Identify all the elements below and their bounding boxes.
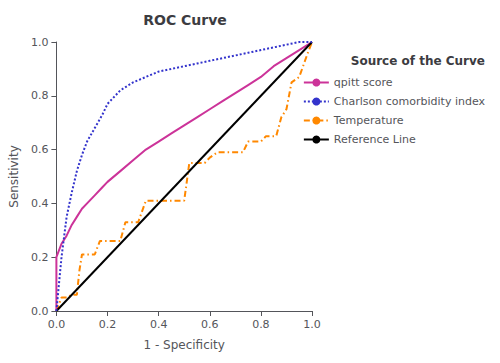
svg-text:0.0: 0.0 [31,305,49,318]
svg-text:0.4: 0.4 [31,197,49,210]
svg-text:0.2: 0.2 [99,318,117,331]
svg-text:Temperature: Temperature [333,114,404,127]
svg-text:1 - Specificity: 1 - Specificity [143,338,224,352]
svg-text:Charlson comorbidity index: Charlson comorbidity index [334,95,486,108]
svg-text:0.0: 0.0 [48,318,66,331]
svg-text:1.0: 1.0 [303,318,321,331]
svg-text:0.6: 0.6 [201,318,219,331]
svg-text:ROC Curve: ROC Curve [143,12,227,28]
svg-text:0.8: 0.8 [252,318,270,331]
svg-text:0.4: 0.4 [150,318,168,331]
svg-text:Source of the Curve: Source of the Curve [351,54,485,68]
svg-text:qpitt score: qpitt score [334,76,393,89]
svg-text:Sensitivity: Sensitivity [7,145,21,207]
svg-text:0.6: 0.6 [31,143,49,156]
svg-text:1.0: 1.0 [31,36,49,49]
svg-text:0.8: 0.8 [31,89,49,102]
svg-text:Reference Line: Reference Line [334,133,416,146]
svg-text:0.2: 0.2 [31,251,49,264]
